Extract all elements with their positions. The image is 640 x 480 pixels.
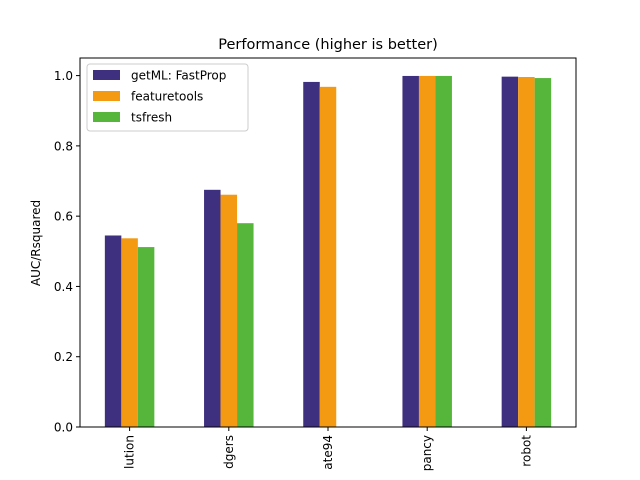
y-ticks: 0.0 0.2 0.4 0.6 0.8 1.0 — [54, 69, 80, 435]
x-ticks: lution dgers ate94 pancy robot — [123, 427, 533, 471]
x-tick-label: ate94 — [321, 435, 335, 470]
bar-dgers-2 — [220, 194, 238, 427]
legend-label: featuretools — [131, 90, 203, 104]
y-tick-label: 0.4 — [54, 280, 73, 294]
bar-ate94-2 — [319, 86, 337, 427]
bar-pancy-2 — [418, 75, 436, 427]
bar-robot-1 — [501, 76, 519, 428]
legend-swatch — [93, 91, 120, 101]
bar-lution-3 — [137, 247, 155, 427]
x-tick-label: lution — [123, 435, 137, 469]
y-tick-label: 0.2 — [54, 350, 73, 364]
y-tick-label: 0.8 — [54, 139, 73, 153]
bars-layer — [104, 75, 552, 428]
legend-swatch — [93, 112, 120, 122]
y-tick-label: 0.0 — [54, 421, 73, 435]
bar-pancy-1 — [402, 75, 419, 427]
y-axis-label: AUC/Rsquared — [29, 200, 43, 286]
legend-swatch — [93, 70, 120, 80]
x-tick-label: pancy — [420, 435, 434, 471]
bar-robot-2 — [518, 77, 535, 427]
bar-pancy-3 — [435, 75, 452, 427]
x-tick-label: dgers — [222, 435, 236, 469]
y-tick-label: 0.6 — [54, 210, 73, 224]
bar-robot-3 — [534, 78, 552, 427]
bar-dgers-3 — [237, 223, 254, 427]
bar-dgers-1 — [204, 189, 221, 427]
bar-ate94-1 — [303, 81, 320, 428]
bar-lution-2 — [121, 238, 138, 427]
plot-frame — [79, 57, 577, 428]
y-tick-label: 1.0 — [54, 69, 73, 83]
legend: getML: FastProp featuretools tsfresh — [86, 63, 249, 132]
bar-lution-1 — [104, 235, 122, 427]
chart-title: Performance (higher is better) — [218, 37, 437, 53]
legend-label: getML: FastProp — [131, 69, 226, 83]
x-tick-label: robot — [519, 435, 533, 467]
legend-box — [86, 63, 249, 132]
legend-label: tsfresh — [131, 111, 172, 125]
